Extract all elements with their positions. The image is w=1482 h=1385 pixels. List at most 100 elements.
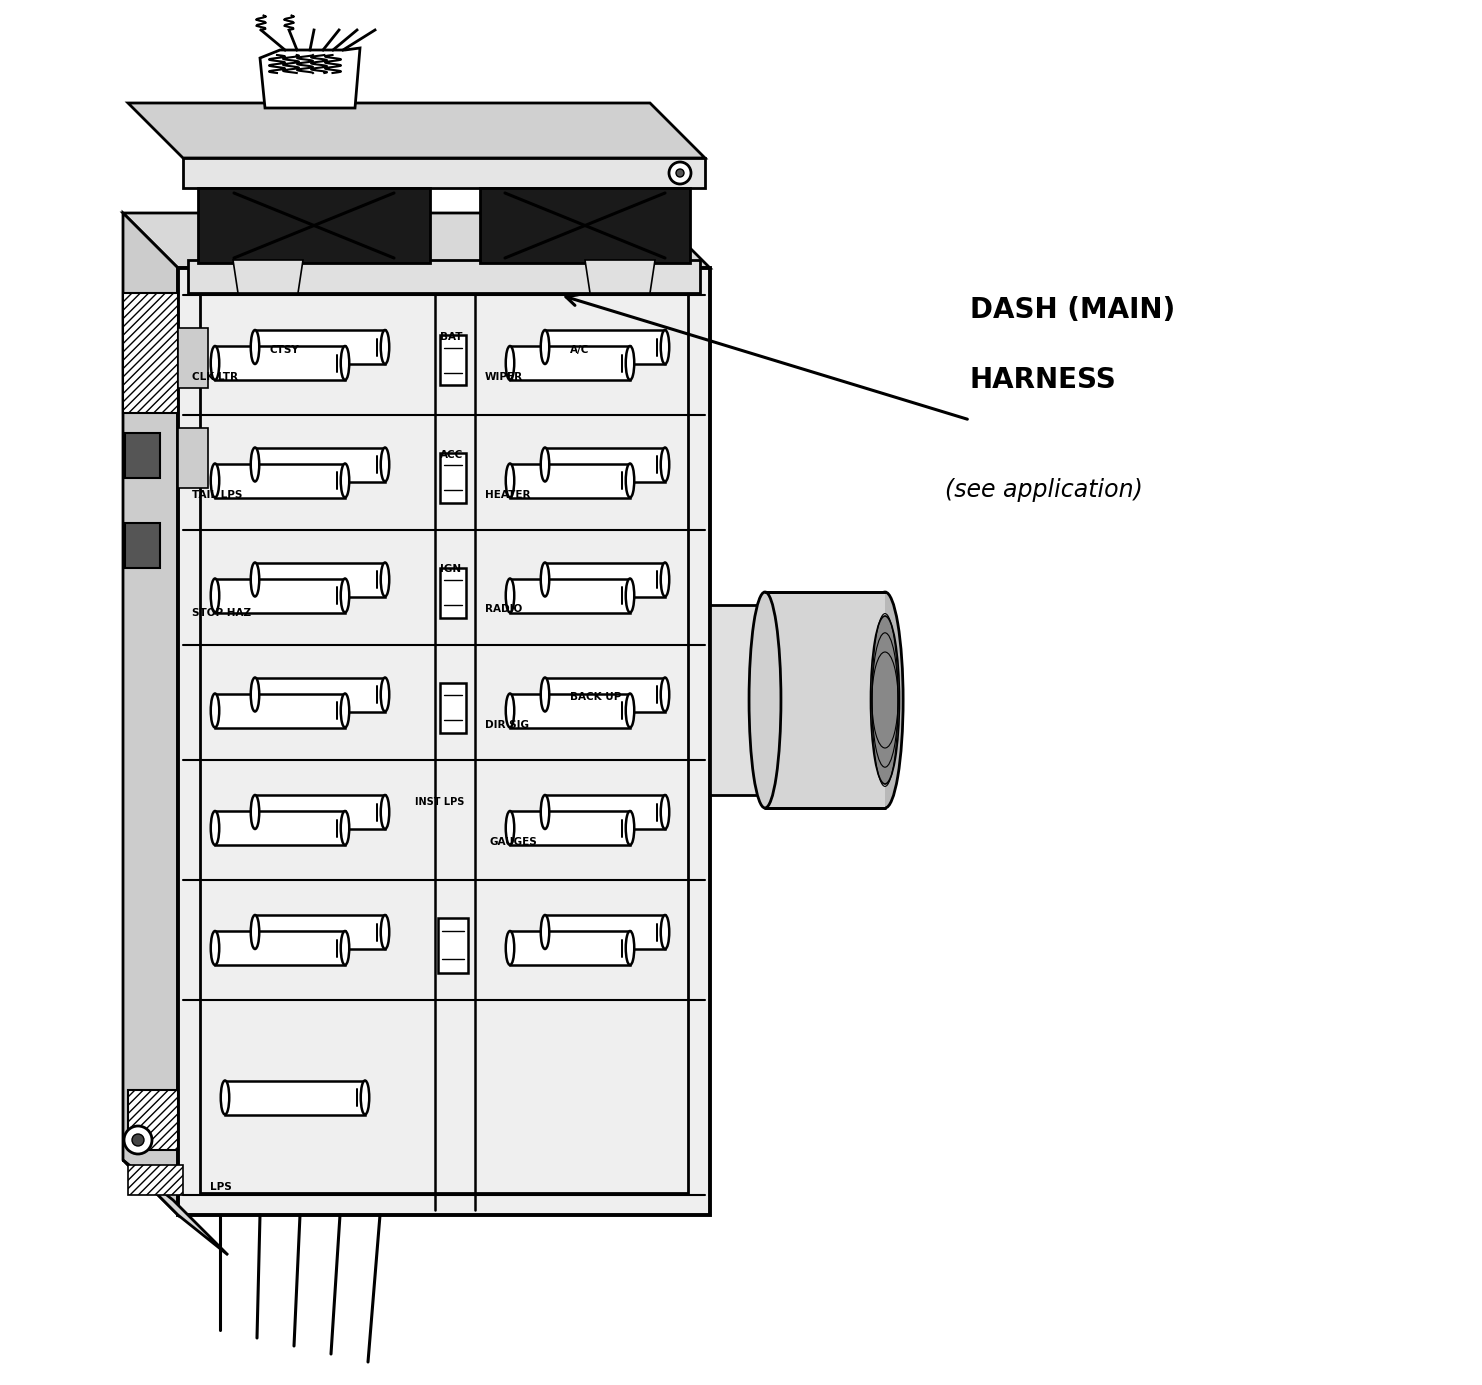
Polygon shape [233, 260, 302, 294]
Bar [124, 524, 160, 568]
Ellipse shape [221, 1080, 230, 1115]
Text: INST LPS: INST LPS [415, 796, 464, 807]
Bar [255, 562, 385, 597]
Polygon shape [259, 48, 360, 108]
Ellipse shape [210, 931, 219, 965]
Bar [127, 1090, 178, 1150]
Bar [510, 464, 630, 497]
Bar [545, 447, 665, 482]
Bar [215, 694, 345, 727]
Text: GAUGES: GAUGES [491, 837, 538, 848]
Bar [545, 677, 665, 712]
Ellipse shape [360, 1080, 369, 1115]
Bar [545, 915, 665, 949]
Polygon shape [123, 213, 178, 1215]
Ellipse shape [250, 330, 259, 364]
Ellipse shape [381, 447, 390, 482]
Ellipse shape [341, 346, 350, 379]
Polygon shape [585, 260, 655, 294]
Ellipse shape [661, 447, 670, 482]
Text: ACC: ACC [440, 450, 464, 460]
Bar [510, 812, 630, 845]
Ellipse shape [661, 562, 670, 597]
Ellipse shape [541, 562, 550, 597]
Ellipse shape [505, 694, 514, 727]
Text: (see application): (see application) [946, 478, 1143, 501]
Polygon shape [182, 158, 705, 188]
Ellipse shape [210, 812, 219, 845]
Ellipse shape [505, 464, 514, 497]
Ellipse shape [505, 931, 514, 965]
Polygon shape [440, 568, 465, 618]
Circle shape [132, 1134, 144, 1145]
Text: DASH (MAIN): DASH (MAIN) [971, 296, 1175, 324]
Text: DIR SIG: DIR SIG [485, 719, 529, 730]
Polygon shape [440, 335, 465, 385]
Ellipse shape [341, 931, 350, 965]
Ellipse shape [341, 694, 350, 727]
Ellipse shape [625, 579, 634, 612]
Text: RADIO: RADIO [485, 604, 522, 615]
Polygon shape [123, 213, 710, 269]
Bar [510, 694, 630, 727]
Ellipse shape [250, 562, 259, 597]
Bar [255, 795, 385, 830]
Ellipse shape [625, 694, 634, 727]
Bar [545, 330, 665, 364]
Bar [215, 579, 345, 612]
Ellipse shape [661, 677, 670, 712]
Text: WIPER: WIPER [485, 373, 523, 382]
Polygon shape [710, 605, 765, 795]
Bar [510, 579, 630, 612]
Ellipse shape [625, 812, 634, 845]
Text: TAIL LPS: TAIL LPS [193, 489, 243, 500]
Bar [255, 915, 385, 949]
Ellipse shape [341, 579, 350, 612]
Circle shape [676, 169, 685, 177]
Bar [215, 812, 345, 845]
Ellipse shape [625, 931, 634, 965]
Bar [127, 1165, 182, 1195]
Bar [255, 330, 385, 364]
Ellipse shape [250, 795, 259, 830]
Circle shape [124, 1126, 153, 1154]
Ellipse shape [867, 591, 903, 807]
Ellipse shape [748, 591, 781, 807]
Text: CLK LTR: CLK LTR [193, 373, 239, 382]
Polygon shape [440, 453, 465, 503]
Bar [255, 677, 385, 712]
Ellipse shape [250, 677, 259, 712]
Ellipse shape [541, 795, 550, 830]
Ellipse shape [505, 579, 514, 612]
Ellipse shape [541, 915, 550, 949]
Polygon shape [123, 213, 655, 1161]
Text: A/C: A/C [571, 345, 590, 355]
Ellipse shape [210, 694, 219, 727]
Circle shape [668, 162, 691, 184]
Bar [215, 464, 345, 497]
Ellipse shape [870, 616, 900, 784]
Polygon shape [127, 102, 705, 158]
Ellipse shape [661, 330, 670, 364]
Polygon shape [178, 428, 207, 488]
Ellipse shape [250, 447, 259, 482]
Ellipse shape [625, 346, 634, 379]
Text: BACK UP: BACK UP [571, 692, 621, 702]
Text: HARNESS: HARNESS [971, 366, 1117, 393]
Ellipse shape [210, 464, 219, 497]
Ellipse shape [625, 464, 634, 497]
Bar [545, 795, 665, 830]
Text: IGN: IGN [440, 565, 461, 575]
Bar [510, 931, 630, 965]
Bar [510, 346, 630, 379]
Polygon shape [480, 188, 691, 263]
Ellipse shape [505, 812, 514, 845]
Bar [225, 1080, 365, 1115]
Polygon shape [123, 1161, 228, 1255]
Ellipse shape [210, 579, 219, 612]
Polygon shape [178, 269, 710, 1215]
Bar [255, 447, 385, 482]
Polygon shape [178, 328, 207, 388]
Polygon shape [440, 683, 465, 733]
Bar [124, 434, 160, 478]
